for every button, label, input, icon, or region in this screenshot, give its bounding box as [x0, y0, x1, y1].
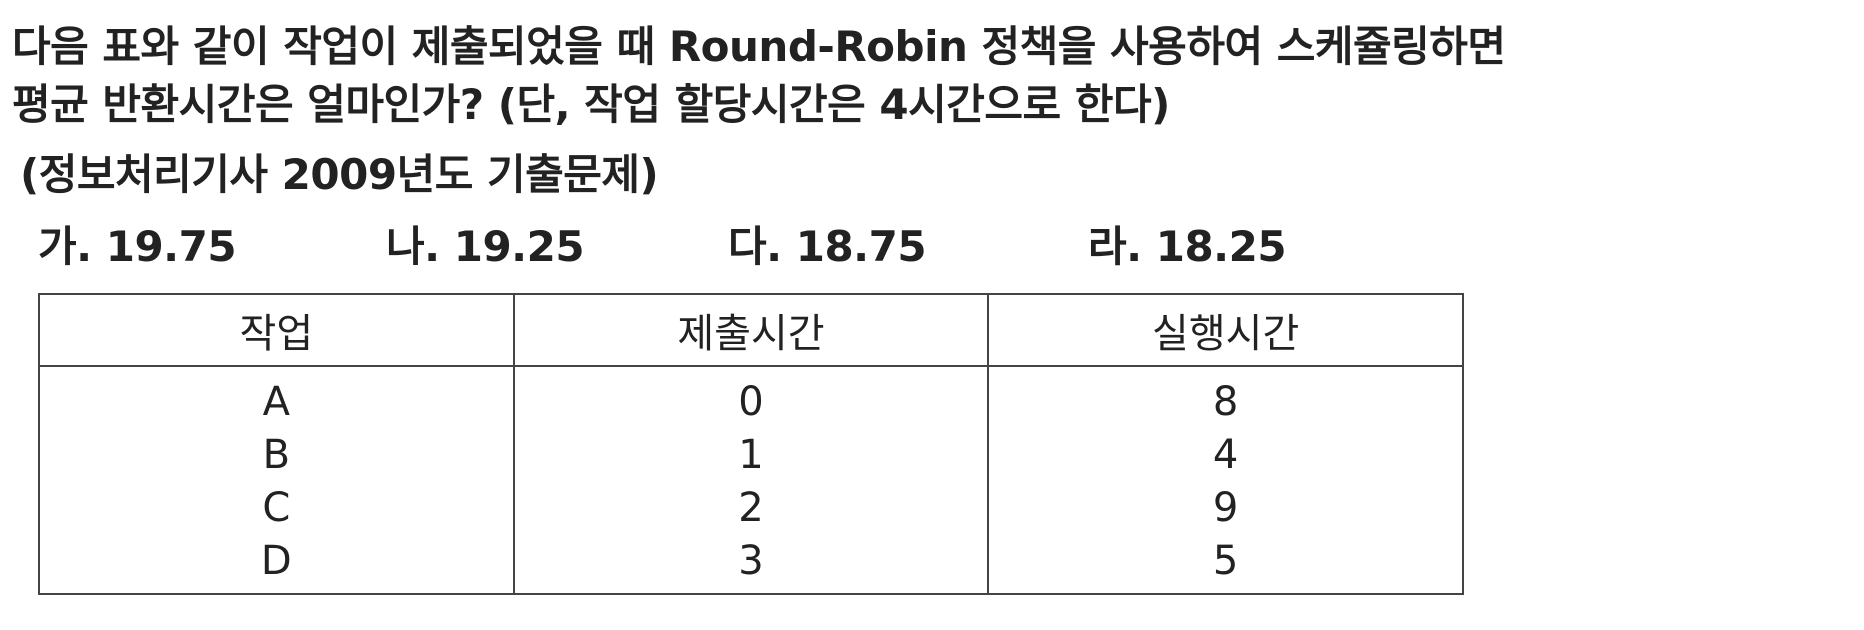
table-row: B 1 4 — [38, 428, 1464, 481]
question-text: 다음 표와 같이 작업이 제출되었을 때 Round-Robin 정책을 사용하… — [12, 18, 1852, 134]
header-job: 작업 — [38, 293, 515, 367]
table-row: A 0 8 — [38, 366, 1464, 428]
cell-submit-time: 1 — [512, 428, 990, 481]
choice-ga[interactable]: 가. 19.75 — [38, 222, 237, 271]
choice-ra[interactable]: 라. 18.25 — [1088, 222, 1287, 271]
question-source: (정보처리기사 2009년도 기출문제) — [20, 150, 659, 199]
choice-na[interactable]: 나. 19.25 — [386, 222, 585, 271]
question-line-1: 다음 표와 같이 작업이 제출되었을 때 Round-Robin 정책을 사용하… — [12, 22, 1506, 71]
table-header-row: 작업 제출시간 실행시간 — [38, 293, 1464, 367]
cell-job: B — [38, 428, 515, 481]
cell-run-time: 9 — [987, 481, 1464, 534]
answer-choices: 가. 19.75 나. 19.25 다. 18.75 라. 18.25 — [38, 218, 1438, 278]
job-table: 작업 제출시간 실행시간 A 0 8 B 1 4 C 2 9 D 3 5 — [38, 293, 1464, 595]
cell-job: C — [38, 481, 515, 534]
table-row: C 2 9 — [38, 481, 1464, 534]
header-submit-time: 제출시간 — [512, 293, 990, 367]
table-row: D 3 5 — [38, 534, 1464, 595]
header-run-time: 실행시간 — [987, 293, 1464, 367]
cell-job: D — [38, 534, 515, 595]
cell-job: A — [38, 366, 515, 428]
cell-submit-time: 2 — [512, 481, 990, 534]
choice-da[interactable]: 다. 18.75 — [728, 222, 927, 271]
cell-run-time: 8 — [987, 366, 1464, 428]
cell-run-time: 4 — [987, 428, 1464, 481]
cell-submit-time: 3 — [512, 534, 990, 595]
cell-submit-time: 0 — [512, 366, 990, 428]
question-line-2: 평균 반환시간은 얼마인가? (단, 작업 할당시간은 4시간으로 한다) — [12, 80, 1170, 129]
cell-run-time: 5 — [987, 534, 1464, 595]
